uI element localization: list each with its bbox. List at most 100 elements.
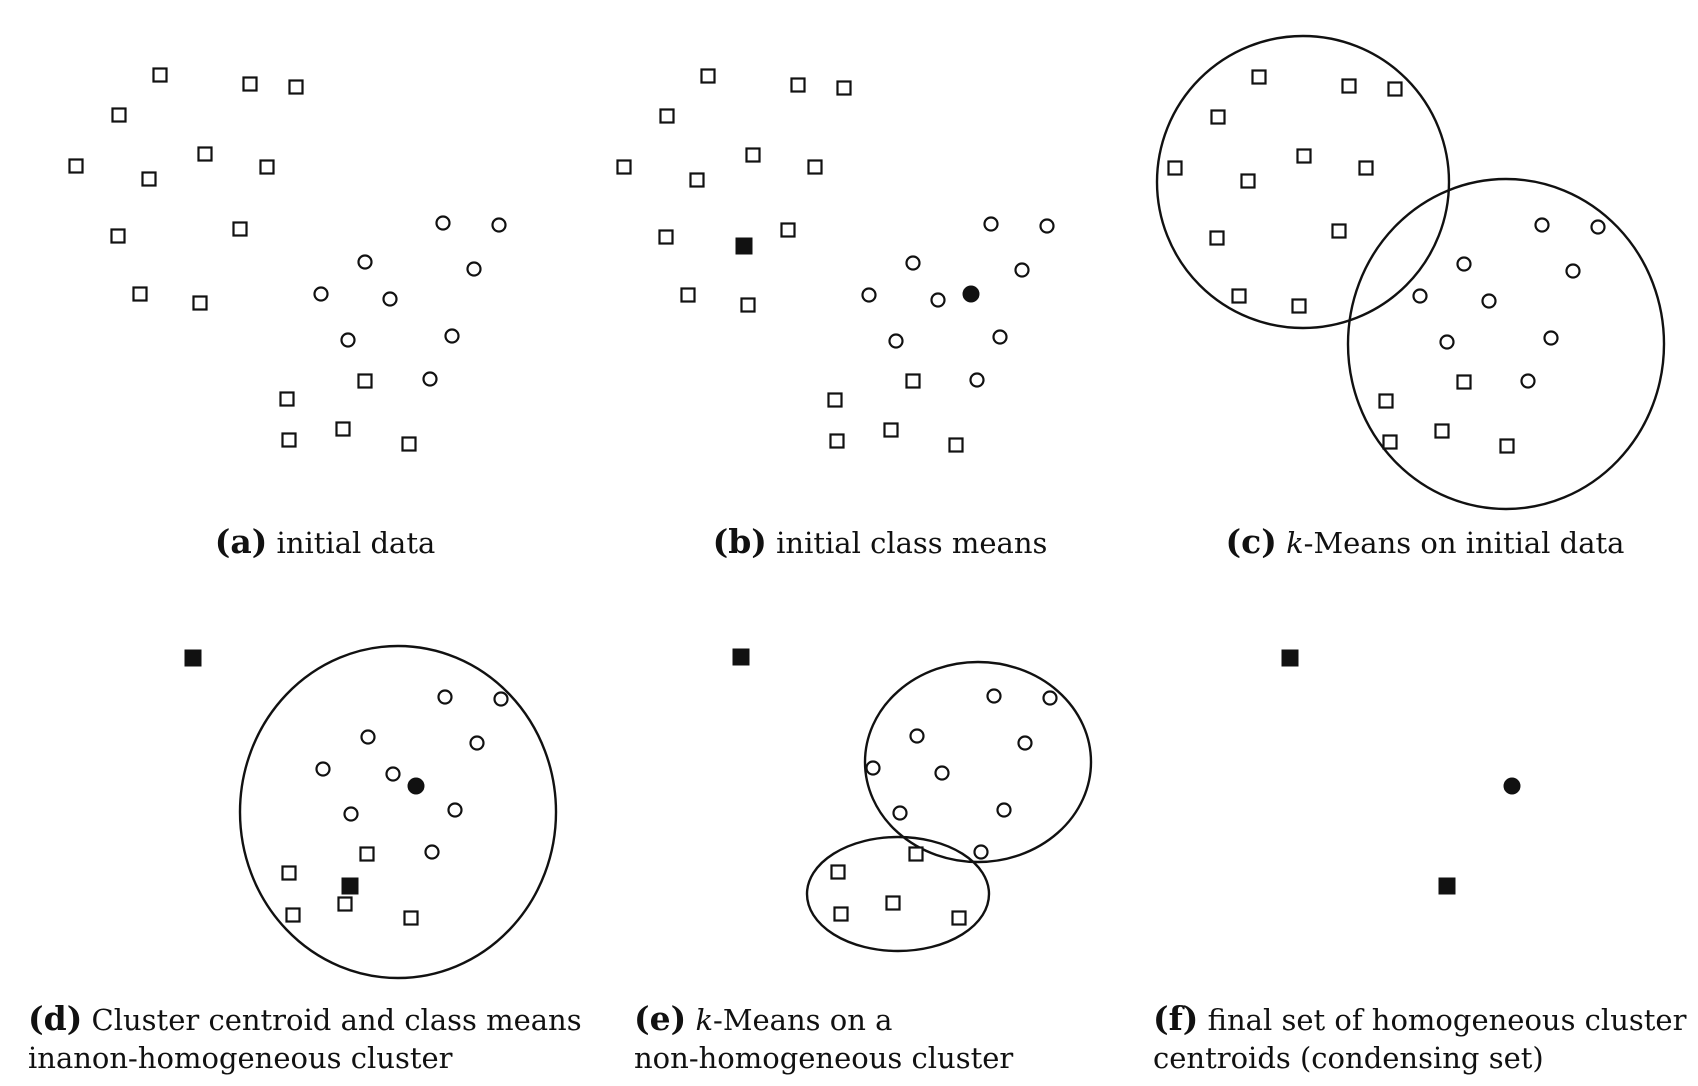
square-point bbox=[281, 432, 297, 448]
panel-f bbox=[1281, 649, 1521, 895]
circle-point bbox=[444, 328, 460, 344]
square-point bbox=[658, 229, 674, 245]
square-point bbox=[1378, 393, 1394, 409]
caption-text-rest: -Means on a bbox=[713, 1003, 893, 1037]
square-point bbox=[1341, 78, 1357, 94]
caption-italic-k: k bbox=[1286, 526, 1304, 560]
circle-point bbox=[1017, 735, 1033, 751]
class-mean-square bbox=[1438, 877, 1456, 895]
square-point bbox=[197, 146, 213, 162]
caption-tag: (a) bbox=[214, 522, 268, 561]
circle-point bbox=[447, 802, 463, 818]
caption-a: (a) initial data bbox=[150, 523, 500, 562]
square-point bbox=[745, 147, 761, 163]
square-point bbox=[242, 76, 258, 92]
circle-point bbox=[1543, 330, 1559, 346]
circle-point bbox=[491, 217, 507, 233]
square-point bbox=[1331, 223, 1347, 239]
circle-point bbox=[437, 689, 453, 705]
circle-point bbox=[1014, 262, 1030, 278]
circle-point bbox=[934, 765, 950, 781]
class-mean-square bbox=[732, 648, 750, 666]
circle-point bbox=[313, 286, 329, 302]
circle-point bbox=[1439, 334, 1455, 350]
square-point bbox=[337, 896, 353, 912]
caption-line2: centroids (condensing set) bbox=[1153, 1041, 1544, 1075]
panel-e bbox=[732, 648, 1093, 953]
cluster-ellipse bbox=[1155, 34, 1451, 330]
square-point bbox=[680, 287, 696, 303]
square-point bbox=[908, 846, 924, 862]
circle-point bbox=[315, 761, 331, 777]
panel-c bbox=[1155, 34, 1666, 511]
square-point bbox=[616, 159, 632, 175]
circle-point bbox=[1039, 218, 1055, 234]
circle-point bbox=[1042, 690, 1058, 706]
circle-point bbox=[996, 802, 1012, 818]
caption-text: initial class means bbox=[766, 526, 1048, 560]
square-point bbox=[883, 422, 899, 438]
circle-point bbox=[424, 844, 440, 860]
class-mean-circle bbox=[1503, 777, 1521, 795]
square-point bbox=[335, 421, 351, 437]
square-point bbox=[951, 910, 967, 926]
square-point bbox=[110, 228, 126, 244]
circle-point bbox=[357, 254, 373, 270]
circle-point bbox=[986, 688, 1002, 704]
square-point bbox=[833, 906, 849, 922]
class-mean-square bbox=[1281, 649, 1299, 667]
square-point bbox=[827, 392, 843, 408]
class-mean-square bbox=[184, 649, 202, 667]
square-point bbox=[192, 295, 208, 311]
caption-c: (c) k-Means on initial data bbox=[1195, 523, 1655, 562]
square-point bbox=[141, 171, 157, 187]
circle-point bbox=[861, 287, 877, 303]
square-point bbox=[1434, 423, 1450, 439]
caption-tag: (b) bbox=[712, 522, 767, 561]
circle-point bbox=[469, 735, 485, 751]
square-point bbox=[836, 80, 852, 96]
class-mean-square bbox=[341, 877, 359, 895]
square-point bbox=[68, 158, 84, 174]
square-point bbox=[740, 297, 756, 313]
square-point bbox=[689, 172, 705, 188]
square-point bbox=[359, 846, 375, 862]
circle-point bbox=[983, 216, 999, 232]
circle-point bbox=[992, 329, 1008, 345]
caption-b: (b) initial class means bbox=[680, 523, 1080, 562]
circle-point bbox=[1534, 217, 1550, 233]
caption-d: (d) Cluster centroid and class means ina… bbox=[28, 1000, 582, 1077]
square-point bbox=[1456, 374, 1472, 390]
square-point bbox=[780, 222, 796, 238]
square-point bbox=[905, 373, 921, 389]
square-point bbox=[111, 107, 127, 123]
circle-point bbox=[385, 766, 401, 782]
square-point bbox=[401, 436, 417, 452]
circle-point bbox=[340, 332, 356, 348]
caption-text: final set of homogeneous cluster bbox=[1198, 1003, 1687, 1037]
square-point bbox=[659, 108, 675, 124]
square-point bbox=[232, 221, 248, 237]
circle-point bbox=[892, 805, 908, 821]
circle-point bbox=[1456, 256, 1472, 272]
square-point bbox=[1240, 173, 1256, 189]
circle-point bbox=[888, 333, 904, 349]
caption-tag: (c) bbox=[1225, 522, 1277, 561]
circle-point bbox=[1590, 219, 1606, 235]
panel-a bbox=[68, 67, 507, 452]
panel-d bbox=[184, 644, 558, 980]
square-point bbox=[1499, 438, 1515, 454]
cluster-ellipse bbox=[238, 644, 558, 980]
circle-point bbox=[343, 806, 359, 822]
caption-e: (e) k-Means on a non-homogeneous cluster bbox=[634, 1000, 1013, 1077]
circle-point bbox=[1565, 263, 1581, 279]
square-point bbox=[281, 865, 297, 881]
circle-point bbox=[435, 215, 451, 231]
circle-point bbox=[969, 372, 985, 388]
square-point bbox=[1296, 148, 1312, 164]
square-point bbox=[1382, 434, 1398, 450]
circle-point bbox=[493, 691, 509, 707]
circle-point bbox=[909, 728, 925, 744]
cluster-ellipse bbox=[1346, 177, 1666, 511]
